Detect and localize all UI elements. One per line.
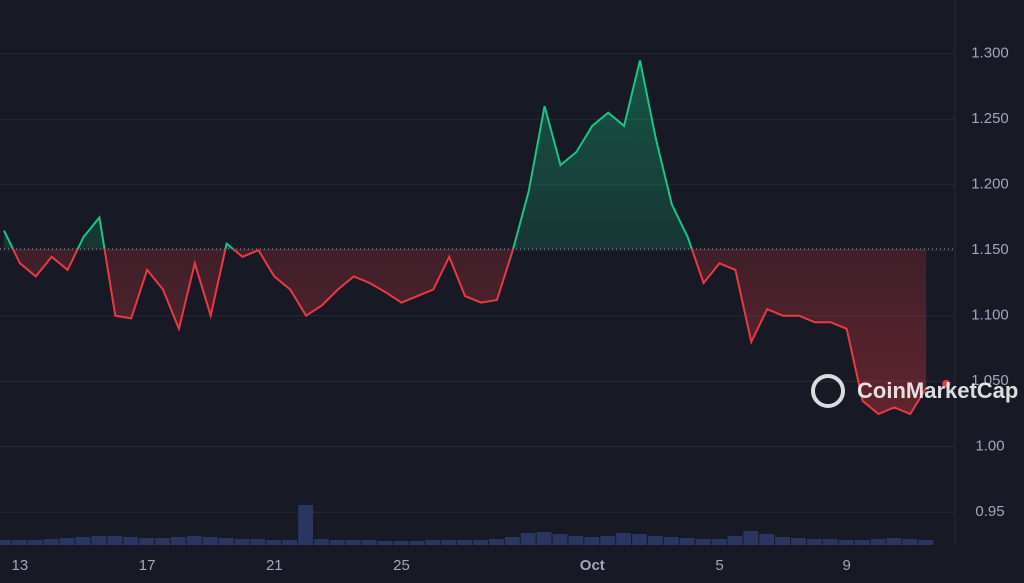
- volume-bar: [457, 540, 473, 545]
- volume-bar: [552, 534, 568, 545]
- volume-bar: [870, 539, 886, 545]
- volume-bar: [377, 541, 393, 545]
- price-line-up: [3, 60, 693, 249]
- x-tick-label: 17: [139, 557, 156, 574]
- volume-bar: [91, 536, 107, 545]
- volume-bar: [838, 540, 854, 545]
- watermark-text: CoinMarketCap: [857, 378, 1018, 403]
- volume-bar: [647, 536, 663, 545]
- volume-bar: [759, 534, 775, 545]
- x-tick-label: 21: [266, 557, 283, 574]
- x-tick-label: 13: [12, 557, 29, 574]
- y-tick-label: 1.050: [971, 372, 1009, 389]
- volume-bar: [918, 540, 934, 545]
- volume-bar: [663, 537, 679, 545]
- volume-bar: [886, 538, 902, 545]
- volume-bar: [568, 536, 584, 545]
- price-line-down: [11, 248, 928, 416]
- volume-bar: [600, 536, 616, 545]
- volume-bar: [75, 537, 91, 545]
- volume-bar: [155, 538, 170, 545]
- volume-bar: [806, 539, 822, 545]
- volume-bar: [520, 533, 536, 545]
- y-tick-label: 1.250: [971, 110, 1009, 127]
- volume-bar: [409, 541, 425, 545]
- volume-bar: [425, 540, 441, 545]
- volume-bar: [186, 536, 202, 545]
- volume-bar: [27, 540, 43, 545]
- volume-bar: [679, 538, 695, 545]
- y-tick-label: 1.100: [971, 307, 1009, 324]
- volume-bar: [536, 532, 552, 545]
- area-down: [12, 248, 927, 414]
- volume-bar: [711, 539, 727, 545]
- volume-bar: [504, 537, 520, 545]
- volume-bar: [775, 537, 791, 545]
- volume-bar: [329, 540, 345, 545]
- y-tick-label: 1.150: [971, 241, 1009, 258]
- volume-bar: [282, 540, 298, 545]
- volume-bar: [902, 539, 918, 545]
- volume-bar: [441, 540, 457, 545]
- volume-bar: [854, 540, 870, 545]
- volume-bar: [488, 539, 504, 545]
- volume-bar: [473, 540, 488, 545]
- volume-bar: [393, 541, 409, 545]
- volume-bar: [266, 540, 282, 545]
- y-tick-label: 1.00: [975, 438, 1004, 455]
- volume-bar: [107, 536, 123, 545]
- volume-bar: [743, 531, 759, 545]
- y-tick-label: 0.95: [975, 503, 1004, 520]
- volume-bar: [361, 540, 377, 545]
- volume-bar: [791, 538, 806, 545]
- y-tick-label: 1.300: [971, 45, 1009, 62]
- volume-bar: [345, 540, 361, 545]
- volume-bar: [0, 540, 11, 545]
- x-tick-label: 5: [715, 557, 723, 574]
- volume-bar: [139, 538, 155, 545]
- x-tick-label: Oct: [580, 557, 605, 574]
- volume-bar: [727, 536, 743, 545]
- volume-bar: [298, 505, 314, 545]
- volume-bar: [43, 539, 59, 545]
- x-tick-label: 9: [843, 557, 851, 574]
- volume-bar: [616, 533, 632, 545]
- volume-bar: [11, 540, 27, 545]
- volume-bar: [59, 538, 75, 545]
- volume-bar: [314, 539, 329, 545]
- volume-bar: [202, 537, 218, 545]
- x-tick-label: 25: [393, 557, 410, 574]
- volume-bar: [632, 534, 647, 545]
- volume-bar: [250, 539, 266, 545]
- volume-bar: [584, 537, 600, 545]
- watermark: CoinMarketCap: [811, 374, 1018, 408]
- y-tick-label: 1.200: [971, 176, 1009, 193]
- volume-bar: [170, 537, 186, 545]
- volume-bar: [123, 537, 139, 545]
- volume-bar: [822, 539, 838, 545]
- last-price-dot: [942, 379, 951, 388]
- volume-bar: [234, 539, 250, 545]
- volume-bar: [218, 538, 234, 545]
- area-up: [4, 60, 927, 249]
- volume-bar: [695, 539, 711, 545]
